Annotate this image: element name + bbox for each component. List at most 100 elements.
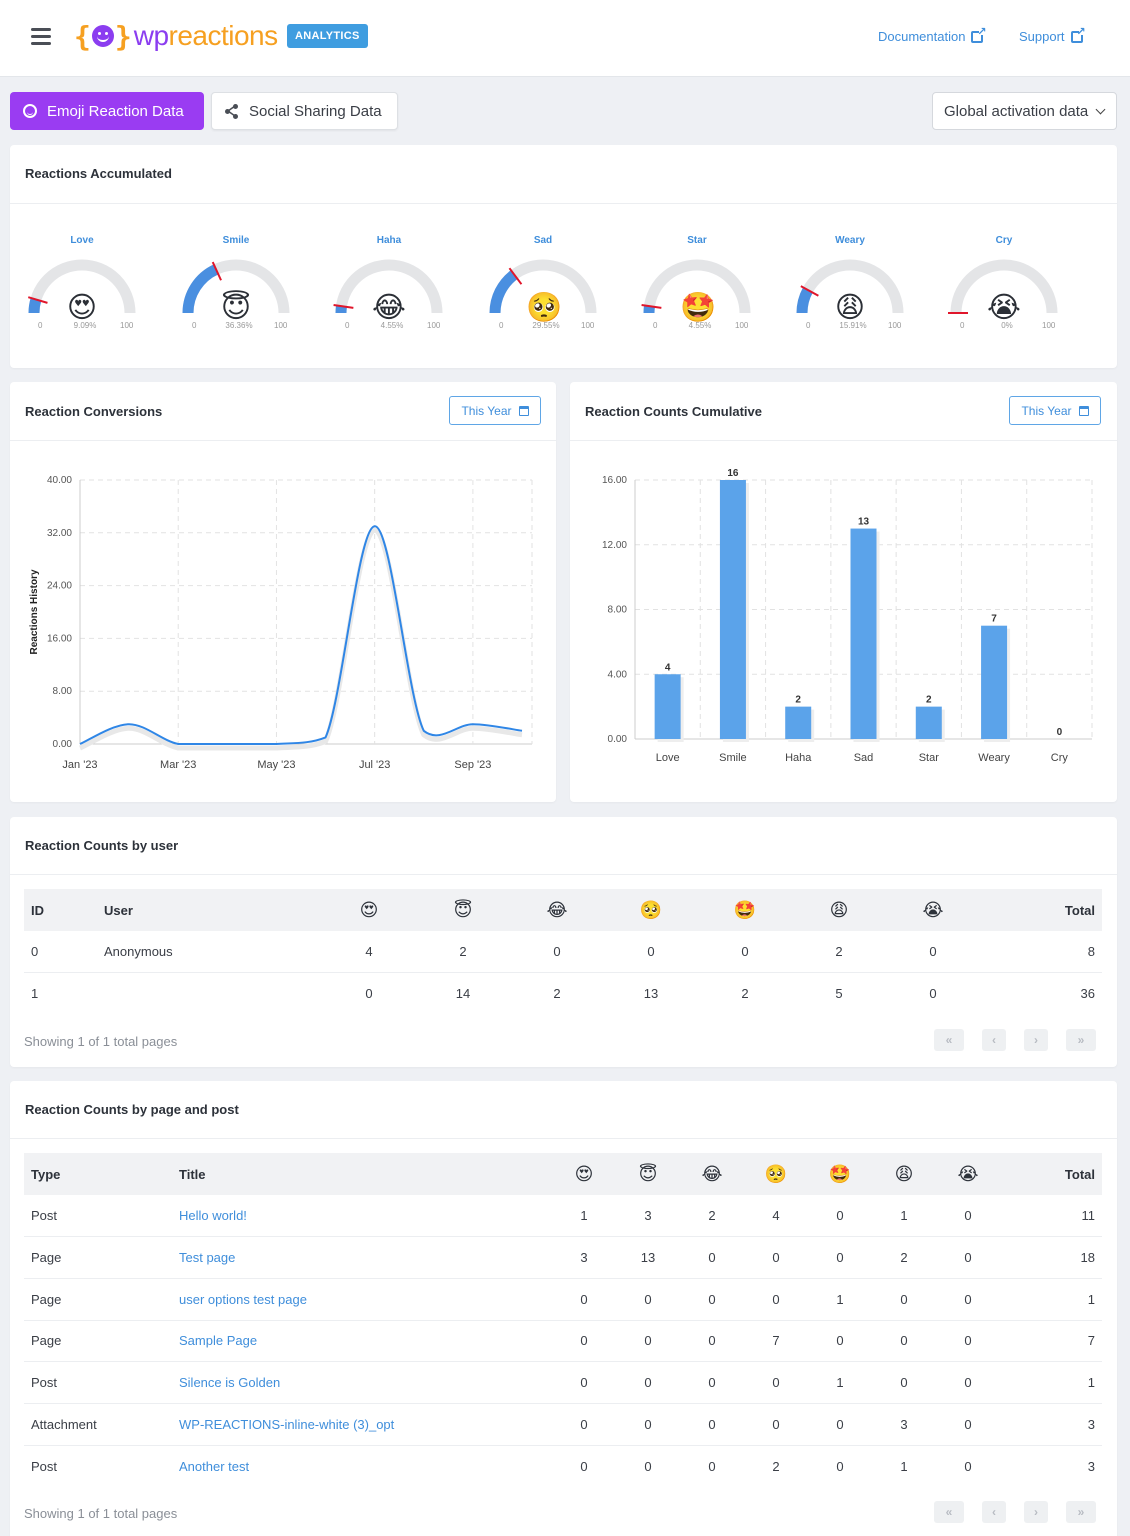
reaction-emoji-icon[interactable]: 😇 — [416, 889, 510, 931]
gauge-label: Sad — [533, 235, 553, 246]
activation-data-select[interactable]: Global activation data — [932, 92, 1117, 130]
table-cell: 0 — [744, 1403, 808, 1446]
table-cell: 0 — [616, 1361, 680, 1404]
pagination-info: Showing 1 of 1 total pages — [24, 1034, 178, 1049]
table-cell: 13 — [616, 1236, 680, 1279]
gauge-max: 100 — [120, 321, 134, 330]
table-cell: Another test — [172, 1445, 552, 1487]
gauge-max: 100 — [888, 321, 902, 330]
post-title-link[interactable]: Another test — [179, 1458, 250, 1474]
table-cell: 0 — [24, 931, 97, 974]
reaction-emoji-icon[interactable]: 😍 — [322, 889, 416, 931]
table-cell: 1 — [1000, 1278, 1102, 1321]
table-cell: 1 — [872, 1195, 936, 1238]
gauge-max: 100 — [1042, 321, 1056, 330]
reaction-emoji-icon[interactable]: 🥺 — [744, 1153, 808, 1195]
table-row: 0 Anonymous 4 2 0 0 0 2 0 8 — [24, 931, 1102, 974]
y-tick-label: 40.00 — [47, 475, 72, 486]
table-cell: 0 — [808, 1403, 872, 1446]
bar-value-label: 7 — [991, 614, 997, 625]
table-cell: 2 — [553, 986, 561, 1002]
table-cell: 2 — [741, 986, 749, 1002]
post-title-link[interactable]: Silence is Golden — [179, 1375, 281, 1391]
next-page-button[interactable]: › — [1024, 1029, 1048, 1051]
post-title-link[interactable]: WP-REACTIONS-inline-white (3)_opt — [179, 1416, 395, 1432]
y-axis-label: Reactions History — [29, 569, 40, 654]
table-cell: 0 — [886, 931, 980, 974]
reaction-emoji-icon[interactable]: 😂 — [680, 1153, 744, 1195]
column-header-total[interactable]: Total — [1000, 1153, 1102, 1195]
column-header[interactable]: Type — [24, 1153, 172, 1195]
post-title-link[interactable]: Sample Page — [179, 1333, 258, 1349]
table-cell: Attachment — [24, 1403, 172, 1446]
card-title: Reaction Conversions — [25, 404, 163, 419]
table-cell: 0 — [698, 931, 792, 974]
reaction-emoji-icon[interactable]: 😩 — [792, 889, 886, 931]
reactions-accumulated-card: Reactions Accumulated Love 😍 0 9.09% 100 Smil… — [10, 145, 1117, 368]
emoji-reaction-data-tab[interactable]: Emoji Reaction Data — [10, 92, 204, 130]
reaction-emoji-icon[interactable]: 🤩 — [698, 889, 792, 931]
prev-page-button[interactable]: ‹ — [982, 1501, 1006, 1523]
external-link-icon — [971, 25, 986, 43]
column-header[interactable]: User — [97, 889, 322, 931]
gauge-star: Star 🤩 0 4.55% 100 — [637, 235, 757, 335]
reaction-emoji-icon[interactable]: 😩 — [872, 1153, 936, 1195]
last-page-button[interactable]: » — [1066, 1029, 1096, 1051]
first-page-button[interactable]: « — [934, 1501, 964, 1523]
line-chart: 0.00 8.00 16.00 24.00 32.00 40.00 Jan '23 Mar '… — [29, 475, 533, 771]
support-link[interactable]: Support — [1019, 25, 1086, 45]
reaction-emoji-icon[interactable]: 🤩 — [808, 1153, 872, 1195]
post-title-link[interactable]: Hello world! — [179, 1208, 247, 1224]
prev-page-button[interactable]: ‹ — [982, 1029, 1006, 1051]
table-cell: 0 — [964, 1458, 972, 1474]
table-cell: 0 — [936, 1403, 1000, 1446]
reaction-emoji-icon[interactable]: 😭 — [936, 1153, 1000, 1195]
table-cell: 0 — [680, 1278, 744, 1321]
gauge-track — [950, 259, 1058, 314]
tab-label: Emoji Reaction Data — [47, 102, 184, 120]
column-header[interactable]: ID — [24, 889, 97, 931]
x-tick-label: Star — [919, 752, 940, 764]
first-page-button[interactable]: « — [934, 1029, 964, 1051]
gauge-arc — [796, 259, 904, 314]
reaction-emoji-icon[interactable]: 🥺 — [604, 889, 698, 931]
gauge-label: Haha — [376, 235, 402, 246]
x-tick-label: Cry — [1051, 752, 1069, 764]
gauge-min: 0 — [345, 321, 350, 330]
y-tick-label: 32.00 — [47, 528, 72, 539]
last-page-button[interactable]: » — [1066, 1501, 1096, 1523]
gauge-percent: 4.55% — [688, 321, 712, 330]
reaction-emoji-icon[interactable]: 😭 — [886, 889, 980, 931]
gauge-needle — [333, 304, 354, 309]
reaction-emoji-icon[interactable]: 😇 — [616, 1153, 680, 1195]
this-year-button[interactable]: This Year — [1009, 396, 1101, 425]
table-cell: 2 — [680, 1195, 744, 1238]
this-year-button[interactable]: This Year — [449, 396, 541, 425]
bar-star — [915, 706, 942, 739]
reaction-emoji-icon[interactable]: 😍 — [552, 1153, 616, 1195]
column-header[interactable]: Title — [172, 1153, 552, 1195]
column-header-total[interactable]: Total — [980, 889, 1102, 931]
social-sharing-data-tab[interactable]: Social Sharing Data — [211, 92, 398, 130]
this-year-label: This Year — [461, 403, 512, 418]
gauge-arc — [182, 259, 290, 314]
table-cell: WP-REACTIONS-inline-white (3)_opt — [172, 1403, 552, 1446]
bar-value-label: 2 — [926, 695, 932, 706]
gauge-min: 0 — [653, 321, 658, 330]
gauge-percent: 0% — [1001, 321, 1013, 330]
gauge-fill — [28, 297, 42, 314]
y-tick-label: 0.00 — [53, 739, 73, 750]
table-cell: 0 — [708, 1458, 716, 1474]
gauge-track — [643, 259, 751, 314]
gauge-arc — [333, 259, 443, 314]
post-title-link[interactable]: Test page — [179, 1250, 236, 1266]
y-tick-label: 8.00 — [53, 686, 73, 697]
card-title: Reaction Counts Cumulative — [585, 404, 762, 419]
post-title-link[interactable]: user options test page — [179, 1291, 307, 1307]
documentation-link[interactable]: Documentation — [878, 25, 986, 45]
gauge-label: Smile — [222, 235, 250, 246]
gauge-arc — [948, 259, 1058, 314]
menu-icon[interactable] — [31, 28, 51, 45]
next-page-button[interactable]: › — [1024, 1501, 1048, 1523]
reaction-emoji-icon[interactable]: 😂 — [510, 889, 604, 931]
